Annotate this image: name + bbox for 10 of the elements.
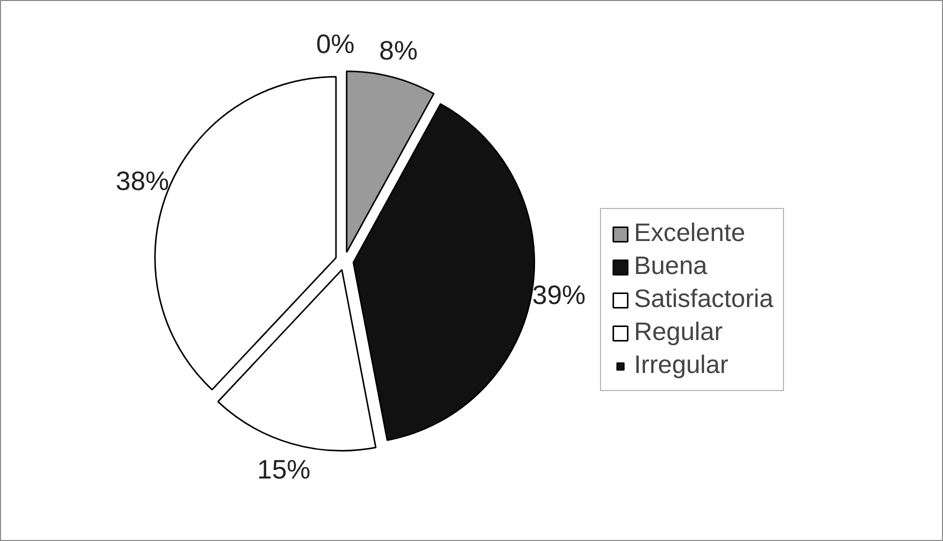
data-label: 8% xyxy=(379,36,418,66)
data-label: 15% xyxy=(257,454,310,485)
legend-label: Satisfactoria xyxy=(634,285,774,314)
legend-label: Excelente xyxy=(634,219,746,248)
data-label: 38% xyxy=(116,166,170,196)
legend-label: Buena xyxy=(634,252,708,281)
data-label: 39% xyxy=(532,280,586,310)
legend-label: Irregular xyxy=(634,351,728,380)
text: 0% xyxy=(316,28,355,59)
legend-label: Regular xyxy=(634,318,723,347)
